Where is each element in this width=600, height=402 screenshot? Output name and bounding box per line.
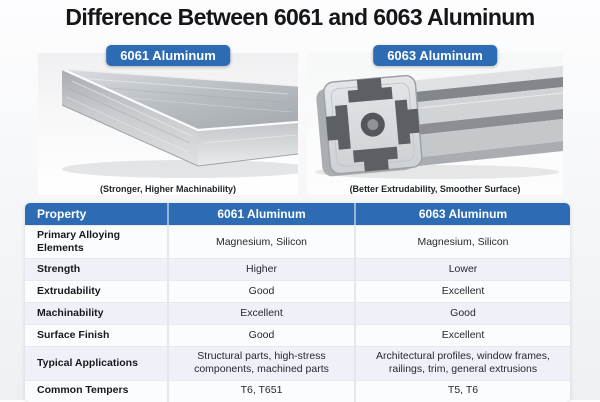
property-label: Strength xyxy=(37,263,81,276)
value-6061: Good xyxy=(167,281,354,303)
badge-6061: 6061 Aluminum xyxy=(106,45,230,66)
value-6061: Excellent xyxy=(167,303,354,325)
value-6061: Magnesium, Silicon xyxy=(167,226,354,259)
value-6063: Architectural profiles, window frames, r… xyxy=(354,347,570,380)
property-label: Common Tempers xyxy=(37,384,129,397)
property-label: Typical Applications xyxy=(37,356,138,369)
header-6061: 6061 Aluminum xyxy=(167,203,354,225)
value-6063: Good xyxy=(354,303,570,325)
property-label: Surface Finish xyxy=(37,329,110,342)
table-row: Primary Alloying Elements Magnesium, Sil… xyxy=(25,225,570,259)
table-header-row: Property 6061 Aluminum 6063 Aluminum xyxy=(25,203,570,225)
value-6061: T6, T651 xyxy=(167,380,354,402)
header-property: Property xyxy=(37,206,87,221)
value-6061: Structural parts, high-stress components… xyxy=(167,347,354,380)
table-row: Strength Higher Lower xyxy=(25,258,570,281)
header-6063: 6063 Aluminum xyxy=(354,203,570,225)
value-6063: Magnesium, Silicon xyxy=(354,226,570,259)
table-row: Typical Applications Structural parts, h… xyxy=(25,346,570,380)
table-row: Extrudability Good Excellent xyxy=(25,280,570,303)
table-row: Common Tempers T6, T651 T5, T6 xyxy=(25,379,570,402)
product-caption-6063: (Better Extrudability, Smoother Surface) xyxy=(349,184,521,194)
property-label: Machinability xyxy=(37,307,104,320)
value-6063: Excellent xyxy=(354,281,570,303)
extrusion-profile-image xyxy=(315,64,563,179)
value-6061: Higher xyxy=(167,259,354,281)
product-panel-6061: 6061 Aluminum xyxy=(38,45,298,195)
value-6063: T5, T6 xyxy=(354,380,570,402)
page-title: Difference Between 6061 and 6063 Aluminu… xyxy=(65,4,535,30)
value-6063: Lower xyxy=(354,259,570,281)
comparison-table: Property 6061 Aluminum 6063 Aluminum Pri… xyxy=(25,203,570,402)
product-caption-6061: (Stronger, Higher Machinability) xyxy=(99,184,236,194)
value-6063: Excellent xyxy=(354,325,570,347)
table-row: Surface Finish Good Excellent xyxy=(25,324,570,347)
property-label: Primary Alloying Elements xyxy=(37,229,121,255)
table-row: Machinability Excellent Good xyxy=(25,302,570,325)
product-panel-6063: 6063 Aluminum xyxy=(307,45,563,195)
property-label: Extrudability xyxy=(37,285,101,298)
value-6061: Good xyxy=(167,325,354,347)
badge-6063: 6063 Aluminum xyxy=(373,45,497,66)
aluminum-plate-image xyxy=(61,67,298,178)
